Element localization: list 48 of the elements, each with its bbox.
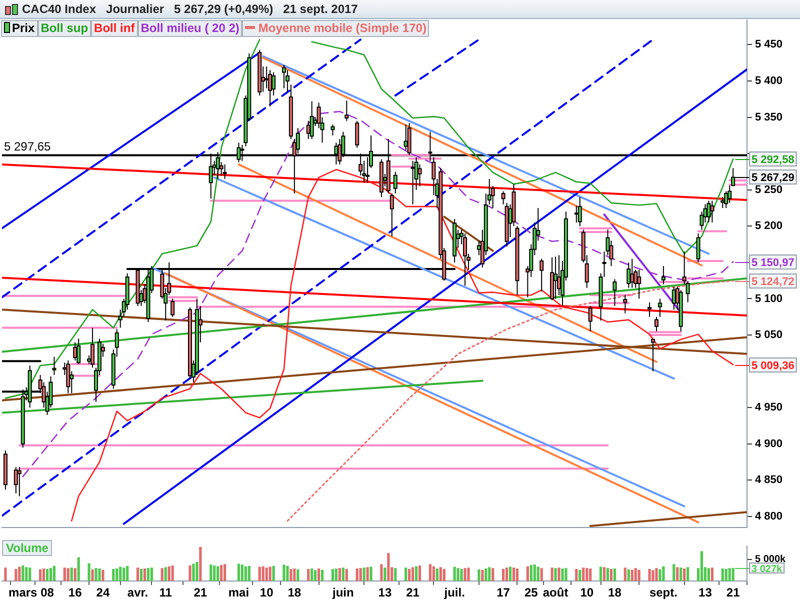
x-tick-label: juin <box>332 586 354 600</box>
y-tick-label: 5 050 <box>755 329 783 342</box>
x-tick-label: 25 <box>524 586 538 600</box>
x-tick-label: 18 <box>288 586 302 600</box>
y-tick-label: 5 000k <box>755 554 786 566</box>
ref-line-label: 5 297,65 <box>4 140 52 154</box>
y-tick-label: 4 850 <box>755 474 783 486</box>
text: Boll inf <box>91 20 138 37</box>
x-tick-label: 16 <box>68 586 82 600</box>
y-tick-label: 5 450 <box>755 38 783 51</box>
data-label: 3 027k <box>752 564 783 575</box>
chart-title: Volume <box>2 540 52 556</box>
y-tick-label: 5 100 <box>755 292 783 305</box>
legend-label: Moyenne mobile (Simple 170) <box>242 20 430 37</box>
y-tick-label: 5 400 <box>755 75 783 88</box>
x-tick-label: juil. <box>443 586 465 600</box>
x-tick-label: 24 <box>96 586 110 600</box>
text: 5 267,29 <box>752 172 794 184</box>
y-tick-label: 4 800 <box>755 510 783 523</box>
y-tick-label: 4 950 <box>755 402 783 414</box>
data-label: 5 292,58 <box>752 154 794 166</box>
x-tick-label: sept. <box>649 586 678 600</box>
x-tick-label: 21 <box>406 586 420 600</box>
text: Boll sup <box>38 20 92 37</box>
x-tick-label: août <box>542 586 568 600</box>
y-tick-label: 5 350 <box>755 111 783 124</box>
x-tick-label: 13 <box>698 586 712 600</box>
x-tick-label: 10 <box>260 586 274 600</box>
y-tick-label: 5 200 <box>755 220 783 232</box>
y-tick-label: 4 900 <box>755 438 783 450</box>
x-tick-label: avr. <box>127 586 148 600</box>
legend-label: Prix <box>1 20 38 37</box>
x-tick-label: 10 <box>580 586 594 600</box>
x-tick-label: 08 <box>40 586 54 600</box>
y-tick-label: 5 250 <box>755 184 783 196</box>
x-tick-label: 21 <box>194 586 208 600</box>
data-label: 5 124,72 <box>752 276 794 288</box>
data-label: 5 150,97 <box>752 257 794 270</box>
chart-title: CAC40 Index Journalier 5 267,29 (+0,49%) 21 sept. 2017 <box>0 0 800 19</box>
x-tick-label: 17 <box>496 586 510 600</box>
x-tick-label: 18 <box>608 586 622 600</box>
x-tick-label: mars <box>8 586 38 600</box>
x-tick-label: 13 <box>378 586 392 600</box>
text: Boll milieu ( 20 2) <box>138 20 242 37</box>
x-tick-label: mai <box>228 586 250 600</box>
x-tick-label: 21 <box>726 586 740 600</box>
x-tick-label: 11 <box>159 586 172 600</box>
data-label: 5 009,36 <box>752 360 794 372</box>
